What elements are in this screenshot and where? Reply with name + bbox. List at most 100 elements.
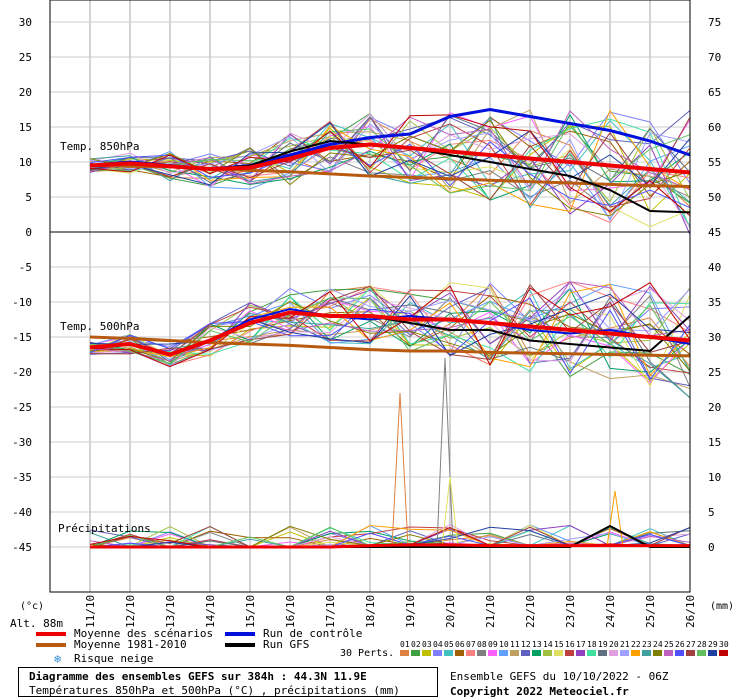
perturbation-swatch [708, 650, 717, 656]
copyright: Copyright 2022 Meteociel.fr [450, 685, 629, 698]
date-tick-label: 20/10 [444, 595, 457, 628]
right-axis-tick-label: 20 [708, 401, 721, 414]
right-axis-tick-label: 45 [708, 226, 721, 239]
perturbation-id: 15 [554, 640, 564, 649]
perturbation-id: 11 [510, 640, 520, 649]
perturbation-swatch [521, 650, 530, 656]
perturbation-id: 03 [422, 640, 432, 649]
date-tick-label: 24/10 [604, 595, 617, 628]
perturbation-id: 01 [400, 640, 410, 649]
perturbation-id: 02 [411, 640, 421, 649]
legend-label: Moyenne des scénarios [74, 627, 213, 640]
date-tick-label: 14/10 [204, 595, 217, 628]
perturbation-id: 25 [664, 640, 674, 649]
perturbation-id: 07 [466, 640, 476, 649]
left-axis-tick-label: 5 [25, 191, 32, 204]
mean-scenarios-line-t850 [89, 142, 691, 175]
info-box: Diagramme des ensembles GEFS sur 384h : … [18, 667, 438, 697]
perturbation-swatch [565, 650, 574, 656]
perturbation-id: 09 [488, 640, 498, 649]
perturbation-line-t850 [89, 116, 691, 201]
right-axis-tick-label: 65 [708, 86, 721, 99]
legend-swatch [36, 643, 66, 647]
date-tick-label: 11/10 [84, 595, 97, 628]
perturbation-swatch [477, 650, 486, 656]
perturbation-id: 26 [675, 640, 685, 649]
perturbation-id: 06 [455, 640, 465, 649]
perturbation-id: 14 [543, 640, 553, 649]
perturbation-line-t500 [89, 288, 691, 378]
left-axis-tick-label: 0 [25, 226, 32, 239]
perturbation-swatch [466, 650, 475, 656]
date-tick-label: 25/10 [644, 595, 657, 628]
right-axis-tick-label: 40 [708, 261, 721, 274]
precip-peak-line [441, 476, 459, 548]
legend-label: Moyenne 1981-2010 [74, 638, 187, 651]
perturbation-swatch [675, 650, 684, 656]
chart-labels: 302520151050-5-10-15-20-25-30-35-40-4575… [10, 16, 734, 630]
run-info: Ensemble GEFS du 10/10/2022 - 06Z [450, 670, 669, 683]
date-tick-label: 16/10 [284, 595, 297, 628]
left-axis-tick-label: -25 [12, 401, 32, 414]
perturbation-id: 08 [477, 640, 487, 649]
perturbation-id: 04 [433, 640, 443, 649]
climatology-line-t500 [89, 335, 691, 358]
perturbation-swatch [444, 650, 453, 656]
perturbation-id: 30 [719, 640, 729, 649]
right-axis-tick-label: 15 [708, 436, 721, 449]
perturbation-id: 20 [609, 640, 619, 649]
legend-swatch [36, 632, 66, 636]
right-axis-tick-label: 25 [708, 366, 721, 379]
perturbation-swatch [411, 650, 420, 656]
perturbation-id: 13 [532, 640, 542, 649]
perturbation-id: 27 [686, 640, 696, 649]
left-axis-tick-label: -5 [19, 261, 32, 274]
perturbation-line-t850 [89, 114, 691, 217]
perturbation-line-t500 [89, 281, 691, 362]
perturbation-swatch [510, 650, 519, 656]
right-axis-tick-label: 75 [708, 16, 721, 29]
left-axis-tick-label: 25 [19, 51, 32, 64]
left-axis-tick-label: 10 [19, 156, 32, 169]
perturbation-line-t850 [89, 110, 691, 191]
altitude-label: Alt. 88m [10, 617, 63, 630]
perturbation-id: 19 [598, 640, 608, 649]
perturbation-swatch [488, 650, 497, 656]
date-tick-label: 22/10 [524, 595, 537, 628]
perturbation-line-t850 [89, 122, 691, 187]
perturbation-label: 30 Perts. [340, 648, 394, 659]
right-axis-tick-label: 50 [708, 191, 721, 204]
perturbation-swatch [455, 650, 464, 656]
info-box-subtitle: Températures 850hPa et 500hPa (°C) , pré… [29, 684, 400, 697]
date-tick-label: 26/10 [684, 595, 697, 628]
perturbation-line-t500 [89, 283, 691, 377]
left-unit-label: (°c) [20, 601, 44, 612]
left-axis-tick-label: 15 [19, 121, 32, 134]
legend-swatch [225, 643, 255, 647]
perturbation-id: 24 [653, 640, 663, 649]
right-axis-tick-label: 35 [708, 296, 721, 309]
perturbation-id: 05 [444, 640, 454, 649]
perturbation-line-t500 [89, 282, 691, 368]
legend-label: Run de contrôle [263, 627, 362, 640]
right-axis-tick-label: 60 [708, 121, 721, 134]
perturbation-id: 18 [587, 640, 597, 649]
snowflake-icon: ❄ [54, 652, 61, 666]
perturbation-swatch [532, 650, 541, 656]
perturbation-line-t850 [89, 113, 691, 228]
chart-axes [49, 0, 691, 593]
panel-label-precip: Précipitations [58, 522, 151, 535]
perturbation-line-t500 [89, 300, 691, 372]
right-axis-tick-label: 30 [708, 331, 721, 344]
panel-label-t850: Temp. 850hPa [60, 140, 139, 153]
perturbation-id: 17 [576, 640, 586, 649]
left-axis-tick-label: -40 [12, 506, 32, 519]
left-axis-tick-label: -35 [12, 471, 32, 484]
perturbation-swatch [642, 650, 651, 656]
right-axis-tick-label: 10 [708, 471, 721, 484]
date-tick-label: 21/10 [484, 595, 497, 628]
date-tick-label: 18/10 [364, 595, 377, 628]
perturbation-swatch [686, 650, 695, 656]
perturbation-id: 21 [620, 640, 630, 649]
